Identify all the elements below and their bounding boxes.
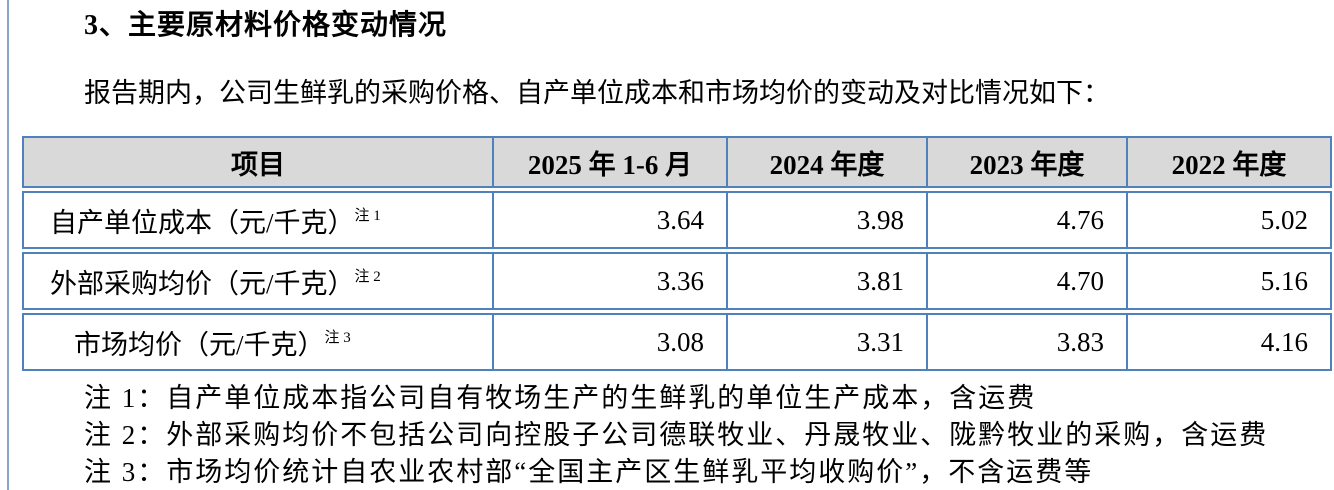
footnote-ref-1: 注 1	[354, 207, 381, 224]
table-row: 市场均价（元/千克）注 3 3.08 3.31 3.83 4.16	[22, 313, 1332, 371]
row-label-external-purchase-avg-price: 外部采购均价（元/千克）注 2	[22, 252, 494, 310]
column-header-2024: 2024 年度	[728, 136, 928, 188]
footnote-ref-2: 注 2	[354, 268, 381, 285]
value-cell: 4.16	[1128, 313, 1332, 371]
row-label-market-avg-price: 市场均价（元/千克）注 3	[22, 313, 494, 371]
table-row: 自产单位成本（元/千克）注 1 3.64 3.98 4.76 5.02	[22, 191, 1332, 249]
intro-paragraph: 报告期内，公司生鲜乳的采购价格、自产单位成本和市场均价的变动及对比情况如下：	[84, 78, 1110, 108]
row-label-text: 外部采购均价（元/千克）	[50, 268, 355, 299]
table-header: 项目 2025 年 1-6 月 2024 年度 2023 年度 2022 年度	[22, 136, 1332, 188]
value-cell: 4.76	[928, 191, 1128, 249]
table-header-row: 项目 2025 年 1-6 月 2024 年度 2023 年度 2022 年度	[22, 136, 1332, 188]
value-cell: 3.81	[728, 252, 928, 310]
value-cell: 3.64	[494, 191, 728, 249]
table-row: 外部采购均价（元/千克）注 2 3.36 3.81 4.70 5.16	[22, 252, 1332, 310]
row-label-self-produced-unit-cost: 自产单位成本（元/千克）注 1	[22, 191, 494, 249]
footnotes: 注 1：自产单位成本指公司自有牧场生产的生鲜乳的单位生产成本，含运费 注 2：外…	[84, 380, 1334, 490]
value-cell: 5.16	[1128, 252, 1332, 310]
column-header-2022: 2022 年度	[1128, 136, 1332, 188]
value-cell: 3.08	[494, 313, 728, 371]
section-title: 3、主要原材料价格变动情况	[84, 10, 448, 41]
column-header-item: 项目	[22, 136, 494, 188]
value-cell: 3.83	[928, 313, 1128, 371]
raw-material-price-table: 项目 2025 年 1-6 月 2024 年度 2023 年度 2022 年度 …	[22, 133, 1332, 374]
column-header-2025h1: 2025 年 1-6 月	[494, 136, 728, 188]
footnote-ref-3: 注 3	[324, 329, 351, 346]
value-cell: 3.98	[728, 191, 928, 249]
left-margin-rule	[7, 0, 9, 490]
value-cell: 4.70	[928, 252, 1128, 310]
value-cell: 5.02	[1128, 191, 1332, 249]
value-cell: 3.36	[494, 252, 728, 310]
row-label-text: 自产单位成本（元/千克）	[50, 207, 355, 238]
footnote-1: 注 1：自产单位成本指公司自有牧场生产的生鲜乳的单位生产成本，含运费	[84, 383, 1037, 413]
footnote-2: 注 2：外部采购均价不包括公司向控股子公司德联牧业、丹晟牧业、陇黔牧业的采购，含…	[84, 420, 1269, 450]
value-cell: 3.31	[728, 313, 928, 371]
footnote-3: 注 3：市场均价统计自农业农村部“全国主产区生鲜乳平均收购价”，不含运费等	[84, 457, 1094, 487]
column-header-2023: 2023 年度	[928, 136, 1128, 188]
row-label-text: 市场均价（元/千克）	[74, 329, 325, 360]
